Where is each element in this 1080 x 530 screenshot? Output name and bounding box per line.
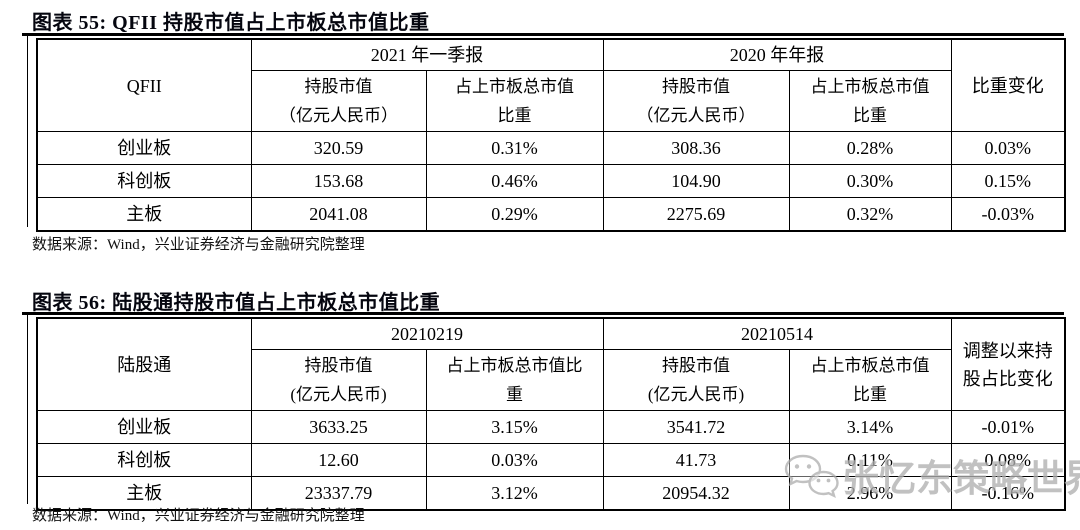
row-label: 主板: [36, 476, 252, 511]
data-cell: 0.03%: [950, 131, 1066, 165]
data-cell: -0.03%: [950, 197, 1066, 232]
data-cell: 308.36: [602, 131, 790, 165]
data-cell: 0.30%: [788, 164, 952, 198]
northbound-group-20210514: 20210514: [602, 317, 952, 350]
data-cell: 0.32%: [788, 197, 952, 232]
figure55-title: 图表 55: QFII 持股市值占上市板总市值比重: [32, 12, 430, 34]
northbound-group-20210219: 20210219: [250, 317, 604, 350]
data-cell: 0.31%: [425, 131, 604, 165]
qfii-header-row-2: 持股市值 （亿元人民币） 占上市板总市值 比重 持股市值 （亿元人民币） 占上市…: [37, 70, 1065, 132]
data-cell: 12.60: [250, 443, 427, 477]
data-cell: 104.90: [602, 164, 790, 198]
figure55-source: 数据来源：Wind，兴业证券经济与金融研究院整理: [32, 237, 365, 253]
table-row: 科创板 153.68 0.46% 104.90 0.30% 0.15%: [36, 164, 1066, 198]
data-cell: 2.96%: [788, 476, 952, 511]
data-cell: 20954.32: [602, 476, 790, 511]
qfii-group-2021q1: 2021 年一季报: [250, 38, 604, 71]
table-row: 创业板 3633.25 3.15% 3541.72 3.14% -0.01%: [36, 410, 1066, 444]
data-cell: 41.73: [602, 443, 790, 477]
table-row: 科创板 12.60 0.03% 41.73 0.11% 0.08%: [36, 443, 1066, 477]
qfii-change-header: 比重变化: [950, 38, 1066, 132]
figure55-title-rule: [22, 33, 1064, 36]
table-row: 创业板 320.59 0.31% 308.36 0.28% 0.03%: [36, 131, 1066, 165]
northbound-subheader-ratio-2: 占上市板总市值 比重: [788, 349, 952, 411]
figure55-left-rule: [27, 33, 28, 227]
data-cell: 0.03%: [425, 443, 604, 477]
figure56-left-rule: [27, 312, 28, 504]
row-label: 创业板: [36, 410, 252, 444]
data-cell: 153.68: [250, 164, 427, 198]
figure56-source: 数据来源：Wind，兴业证券经济与金融研究院整理: [32, 508, 365, 524]
data-cell: 2041.08: [250, 197, 427, 232]
figure56-title-rule: [22, 312, 1064, 315]
northbound-change-header: 调整以来持 股占比变化: [950, 317, 1066, 411]
data-cell: 0.28%: [788, 131, 952, 165]
qfii-subheader-holdings-1: 持股市值 （亿元人民币）: [250, 70, 427, 132]
qfii-group-2020fy: 2020 年年报: [602, 38, 952, 71]
data-cell: 0.15%: [950, 164, 1066, 198]
data-cell: -0.16%: [950, 476, 1066, 511]
data-cell: 0.29%: [425, 197, 604, 232]
northbound-header-row-1: 陆股通 20210219 20210514 调整以来持 股占比变化: [36, 317, 1066, 411]
data-cell: 2275.69: [602, 197, 790, 232]
qfii-header-row-1: QFII 2021 年一季报 2020 年年报 比重变化: [36, 38, 1066, 132]
qfii-table: QFII 2021 年一季报 2020 年年报 比重变化 持股市值 （亿元人民币…: [36, 38, 1066, 232]
row-label: 创业板: [36, 131, 252, 165]
qfii-subheader-holdings-2: 持股市值 （亿元人民币）: [602, 70, 790, 132]
row-label: 科创板: [36, 443, 252, 477]
data-cell: 3.12%: [425, 476, 604, 511]
northbound-subheader-holdings-2: 持股市值 (亿元人民币): [602, 349, 790, 411]
northbound-subheader-ratio-1: 占上市板总市值比 重: [425, 349, 604, 411]
qfii-corner-cell: QFII: [36, 38, 252, 132]
row-label: 科创板: [36, 164, 252, 198]
data-cell: 320.59: [250, 131, 427, 165]
figure56-title: 图表 56: 陆股通持股市值占上市板总市值比重: [32, 292, 441, 314]
qfii-subheader-ratio-2: 占上市板总市值 比重: [788, 70, 952, 132]
data-cell: 0.46%: [425, 164, 604, 198]
data-cell: 23337.79: [250, 476, 427, 511]
data-cell: 3633.25: [250, 410, 427, 444]
northbound-table: 陆股通 20210219 20210514 调整以来持 股占比变化 持股市值 (…: [36, 317, 1066, 511]
table-row: 主板 23337.79 3.12% 20954.32 2.96% -0.16%: [36, 476, 1066, 511]
qfii-subheader-ratio-1: 占上市板总市值 比重: [425, 70, 604, 132]
data-cell: 0.11%: [788, 443, 952, 477]
data-cell: -0.01%: [950, 410, 1066, 444]
northbound-corner-cell: 陆股通: [36, 317, 252, 411]
data-cell: 3.15%: [425, 410, 604, 444]
data-cell: 3.14%: [788, 410, 952, 444]
row-label: 主板: [36, 197, 252, 232]
northbound-subheader-holdings-1: 持股市值 (亿元人民币): [250, 349, 427, 411]
data-cell: 0.08%: [950, 443, 1066, 477]
data-cell: 3541.72: [602, 410, 790, 444]
table-row: 主板 2041.08 0.29% 2275.69 0.32% -0.03%: [36, 197, 1066, 232]
